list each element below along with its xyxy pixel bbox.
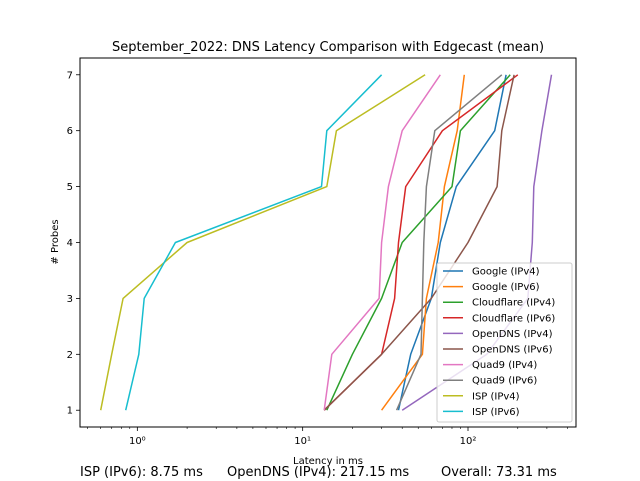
y-axis-label: # Probes <box>50 219 61 264</box>
legend-label: Quad9 (IPv6) <box>472 376 537 387</box>
legend-item-cloudflare-ipv6: Cloudflare (IPv6) <box>443 313 555 324</box>
legend-item-cloudflare-ipv4: Cloudflare (IPv4) <box>443 298 555 309</box>
series-line-cloudflare-ipv4 <box>326 74 511 411</box>
series-line-google-ipv4 <box>397 74 507 411</box>
legend: Google (IPv4) Google (IPv6) Cloudflare (IP… <box>436 262 573 423</box>
footer-opendns-stat: OpenDNS (IPv4): 217.15 ms <box>227 465 410 480</box>
series-line-isp-ipv4 <box>99 74 426 411</box>
y-tick-label: 6 <box>67 126 73 137</box>
series-line-quad9-ipv4 <box>323 74 441 411</box>
x-tick-label: 10² <box>460 436 477 447</box>
footer-isp-stat: ISP (IPv6): 8.75 ms <box>80 465 203 480</box>
legend-label: Cloudflare (IPv4) <box>472 298 555 309</box>
x-tick-label: 10⁰ <box>129 436 146 447</box>
axis-ticks: 10⁰ 10¹ 10² 1 2 3 4 5 6 7 <box>67 70 568 447</box>
legend-label: ISP (IPv6) <box>472 407 520 418</box>
legend-label: OpenDNS (IPv4) <box>472 329 553 340</box>
series-line-isp-ipv6 <box>124 74 383 411</box>
summary-footer: ISP (IPv6): 8.75 ms OpenDNS (IPv4): 217.… <box>0 465 640 481</box>
legend-item-opendns-ipv6: OpenDNS (IPv6) <box>443 345 553 356</box>
series-line-google-ipv6 <box>380 74 466 411</box>
footer-overall-stat: Overall: 73.31 ms <box>441 465 557 480</box>
legend-item-quad9-ipv6: Quad9 (IPv6) <box>443 376 537 387</box>
y-tick-label: 1 <box>67 406 73 417</box>
y-tick-label: 4 <box>67 238 73 249</box>
x-tick-label: 10¹ <box>294 436 311 447</box>
y-tick-label: 2 <box>67 350 73 361</box>
y-tick-label: 5 <box>67 182 73 193</box>
legend-label: Quad9 (IPv4) <box>472 360 537 371</box>
legend-label: Google (IPv6) <box>472 282 540 293</box>
legend-label: OpenDNS (IPv6) <box>472 345 553 356</box>
legend-item-google-ipv4: Google (IPv4) <box>443 267 540 278</box>
legend-box <box>436 262 573 423</box>
x-axis-label: Latency in ms <box>293 456 363 467</box>
series-line-quad9-ipv6 <box>395 74 503 411</box>
legend-item-quad9-ipv4: Quad9 (IPv4) <box>443 360 537 371</box>
y-tick-label: 3 <box>67 294 73 305</box>
legend-item-isp-ipv4: ISP (IPv4) <box>443 391 520 402</box>
legend-item-google-ipv6: Google (IPv6) <box>443 282 540 293</box>
y-tick-label: 7 <box>67 70 73 81</box>
series-lines <box>99 74 553 411</box>
series-line-opendns-ipv6 <box>323 74 515 411</box>
chart-title: September_2022: DNS Latency Comparison w… <box>112 40 544 55</box>
legend-label: ISP (IPv4) <box>472 391 520 402</box>
legend-label: Google (IPv4) <box>472 267 540 278</box>
legend-item-isp-ipv6: ISP (IPv6) <box>443 407 520 418</box>
legend-label: Cloudflare (IPv6) <box>472 313 555 324</box>
legend-item-opendns-ipv4: OpenDNS (IPv4) <box>443 329 553 340</box>
